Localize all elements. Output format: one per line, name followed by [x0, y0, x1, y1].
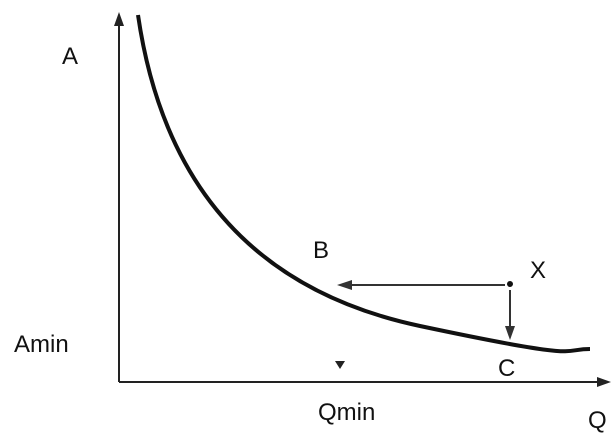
point-x-dot — [507, 281, 513, 287]
y-axis-arrowhead — [114, 12, 124, 26]
amin-label: Amin — [14, 331, 69, 358]
point-b-label: B — [313, 237, 329, 264]
qmin-label: Qmin — [318, 399, 375, 426]
isoquant-curve — [136, 14, 591, 354]
x-axis-arrowhead — [597, 377, 611, 387]
qmin-marker — [335, 361, 345, 369]
point-x-label: X — [530, 257, 546, 284]
x-axis-label: Q — [588, 407, 607, 434]
arrow-to-c-head — [505, 326, 515, 340]
point-c-label: C — [498, 355, 515, 382]
y-axis-label: A — [62, 43, 78, 70]
arrow-to-b-head — [337, 280, 352, 290]
